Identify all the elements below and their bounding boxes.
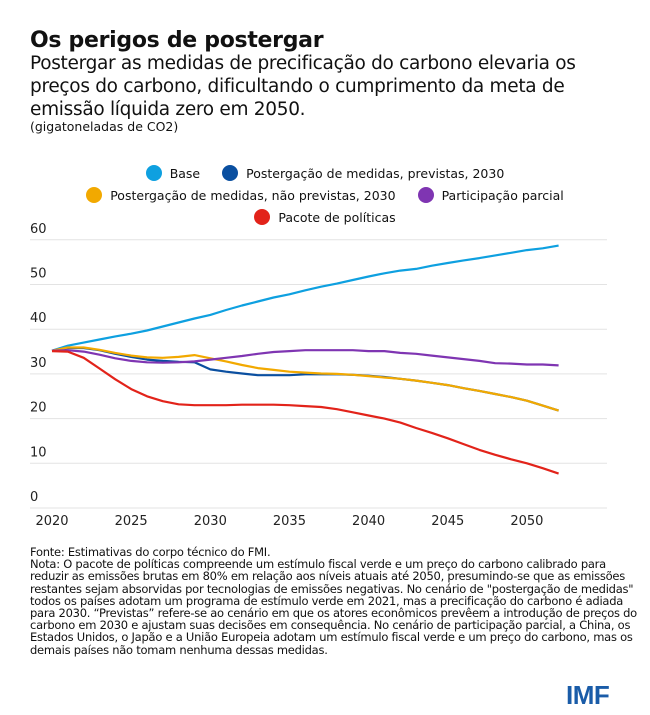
series-line-4 [51, 350, 559, 475]
series-line-3 [51, 349, 559, 367]
legend-item-nao-previstas: Postergação de medidas, não previstas, 2… [86, 187, 396, 203]
x-tick-label: 2040 [352, 514, 385, 529]
legend-marker [254, 209, 271, 225]
chart-subtitle: Postergar as medidas de precificação do … [30, 53, 576, 120]
y-tick-label: 0 [30, 490, 38, 505]
legend: Base Postergação de medidas, previstas, … [0, 162, 650, 228]
legend-label: Pacote de políticas [278, 209, 396, 225]
y-tick-label: 20 [30, 401, 47, 416]
explanatory-note: Nota: O pacote de políticas compreende u… [30, 557, 637, 657]
legend-marker [86, 187, 103, 203]
legend-marker [145, 165, 162, 181]
y-tick-label: 10 [30, 445, 47, 460]
x-tick-label: 2025 [115, 514, 148, 529]
legend-item-base: Base [145, 165, 201, 181]
footnotes: Fonte: Estimativas do corpo técnico do F… [30, 546, 640, 656]
y-tick-label: 60 [30, 222, 47, 237]
legend-marker [222, 165, 239, 181]
x-tick-label: 2045 [431, 514, 464, 529]
legend-label: Postergação de medidas, previstas, 2030 [246, 165, 505, 181]
x-tick-label: 2030 [194, 514, 227, 529]
series-line-0 [51, 244, 559, 352]
y-tick-label: 50 [30, 267, 47, 282]
imf-logo: IMF [566, 680, 610, 710]
legend-item-pacote: Pacote de políticas [254, 209, 396, 225]
series-line-2 [51, 346, 559, 412]
y-tick-label: 30 [30, 356, 47, 371]
source-note: Fonte: Estimativas do corpo técnico do F… [30, 545, 271, 559]
x-tick-label: 2050 [510, 514, 543, 529]
legend-marker [417, 187, 434, 203]
legend-item-previstas: Postergação de medidas, previstas, 2030 [222, 165, 504, 181]
x-tick-label: 2020 [35, 514, 68, 529]
legend-label: Postergação de medidas, não previstas, 2… [110, 187, 396, 203]
chart-title: Os perigos de postergar [30, 28, 324, 53]
legend-label: Base [169, 165, 201, 181]
y-tick-label: 40 [30, 311, 47, 326]
unit-label: (gigatoneladas de CO2) [30, 119, 179, 134]
series-line-1 [51, 346, 559, 412]
legend-label: Participação parcial [441, 187, 564, 203]
x-tick-label: 2035 [273, 514, 306, 529]
legend-item-participacao: Participação parcial [417, 187, 564, 203]
